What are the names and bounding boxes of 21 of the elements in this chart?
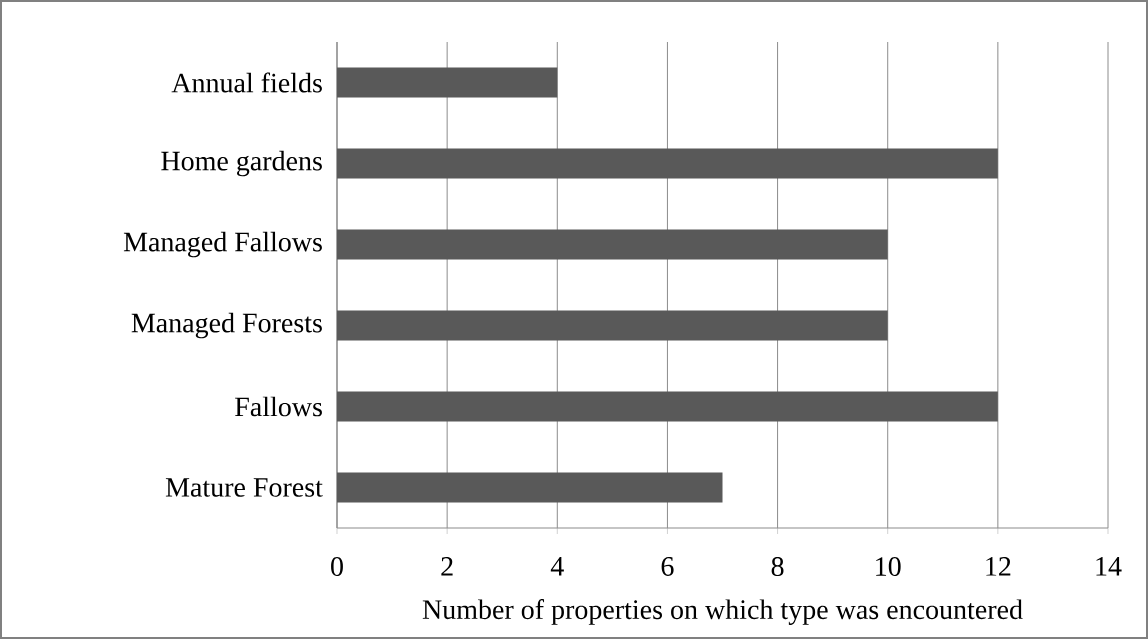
x-tick-label: 2	[441, 557, 453, 576]
y-tick-label: Mature Forest	[165, 478, 323, 497]
bar	[337, 310, 888, 341]
x-tick-label: 10	[876, 557, 901, 576]
y-tick-label: Managed Forests	[131, 312, 322, 339]
x-tick-label: 4	[550, 557, 564, 576]
x-axis-title: Number of properties on which type was encountered	[422, 599, 1023, 625]
x-tick-label: 12	[986, 557, 1011, 576]
x-tick-label: 0	[331, 557, 343, 576]
bar	[337, 67, 558, 98]
y-tick-label: Annual fields	[171, 72, 322, 93]
bar	[337, 148, 998, 179]
y-tick-label: Managed Fallows	[123, 231, 322, 258]
x-tick-label: 6	[661, 557, 674, 576]
x-tick-label: 14	[1096, 557, 1122, 576]
bar	[337, 391, 998, 422]
x-tick-label: 8	[771, 557, 784, 576]
bar	[337, 472, 723, 503]
y-tick-label: Home gardens	[161, 150, 322, 177]
bar	[337, 229, 888, 260]
y-tick-label: Fallows	[235, 396, 322, 417]
